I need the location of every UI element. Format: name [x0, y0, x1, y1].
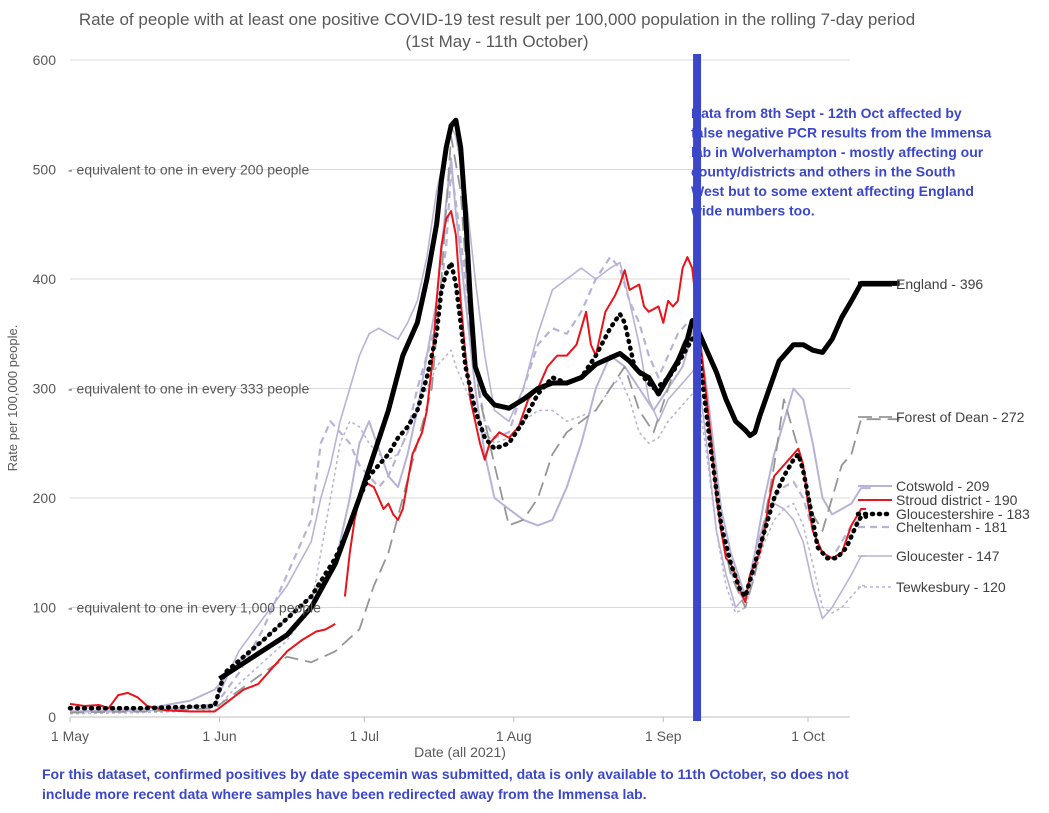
series-line-cheltenham	[70, 168, 866, 713]
annotation-line: false negative PCR results from the Imme…	[691, 125, 992, 141]
series-line-tewkesbury	[69, 349, 866, 715]
annotation-line: Data from 8th Sept - 12th Oct affected b…	[691, 105, 962, 121]
footnote-line: For this dataset, confirmed positives by…	[42, 766, 849, 782]
series-line-england	[218, 117, 900, 681]
y-tick-label: 100	[33, 600, 57, 616]
x-axis-ticks: 1 May 1 Jun 1 Jul 1 Aug 1 Sep 1 Oct	[51, 717, 825, 744]
series-end-label: England - 396	[896, 276, 983, 292]
immensa-marker	[693, 54, 702, 721]
immensa-marker-bar	[693, 54, 702, 721]
series-line-forest-of-dean	[69, 135, 900, 714]
immensa-annotation: Data from 8th Sept - 12th Oct affected b…	[690, 105, 992, 219]
series-lines	[67, 117, 900, 715]
series-end-label: Gloucestershire - 183	[896, 506, 1030, 522]
annotation-line: wide numbers too.	[690, 203, 815, 219]
annotation-line: West but to some extent affecting Englan…	[691, 183, 974, 199]
series-end-label: Cheltenham - 181	[896, 519, 1008, 535]
reference-labels: - equivalent to one in every 200 people -…	[68, 162, 321, 616]
series-end-label: Cotswold - 209	[896, 478, 990, 494]
x-tick-label: 1 Aug	[496, 728, 532, 744]
series-end-labels: England - 396 Forest of Dean - 272 Cotswol…	[855, 276, 1030, 595]
series-end-label: Forest of Dean - 272	[896, 409, 1025, 425]
y-tick-label: 500	[33, 162, 57, 178]
annotation-line: county/districts and others in the South	[691, 164, 955, 180]
y-tick-label: 0	[48, 709, 56, 725]
y-tick-label: 400	[33, 271, 57, 287]
x-axis-label: Date (all 2021)	[414, 744, 506, 760]
series-end-label: Stroud district - 190	[896, 492, 1018, 508]
y-axis-label: Rate per 100,000 people.	[5, 325, 20, 472]
reference-label: - equivalent to one in every 1,000 peopl…	[68, 600, 321, 616]
y-tick-label: 600	[33, 52, 57, 68]
chart-title: Rate of people with at least one positiv…	[79, 10, 915, 29]
footnote-line: include more recent data where samples h…	[42, 786, 647, 802]
series-end-label: Gloucester - 147	[896, 548, 1000, 564]
annotation-line: lab in Wolverhampton - mostly affecting …	[691, 144, 984, 160]
y-tick-label: 200	[33, 490, 57, 506]
reference-label: - equivalent to one in every 333 people	[68, 381, 309, 397]
y-axis-ticks: 0 100 200 300 400 500 600	[33, 52, 57, 725]
chart-subtitle: (1st May - 11th October)	[406, 32, 589, 51]
annotation-text: Data from 8th Sept - 12th Oct affected b…	[690, 105, 992, 219]
y-tick-label: 300	[33, 381, 57, 397]
x-tick-label: 1 Sep	[645, 728, 682, 744]
series-end-label: Tewkesbury - 120	[896, 579, 1006, 595]
x-tick-label: 1 Jun	[202, 728, 236, 744]
x-tick-label: 1 Jul	[349, 728, 379, 744]
x-tick-label: 1 Oct	[791, 728, 825, 744]
reference-label: - equivalent to one in every 200 people	[68, 162, 309, 178]
footnote: For this dataset, confirmed positives by…	[42, 766, 849, 802]
x-tick-label: 1 May	[51, 728, 89, 744]
series-line-stroud-district	[69, 210, 866, 713]
